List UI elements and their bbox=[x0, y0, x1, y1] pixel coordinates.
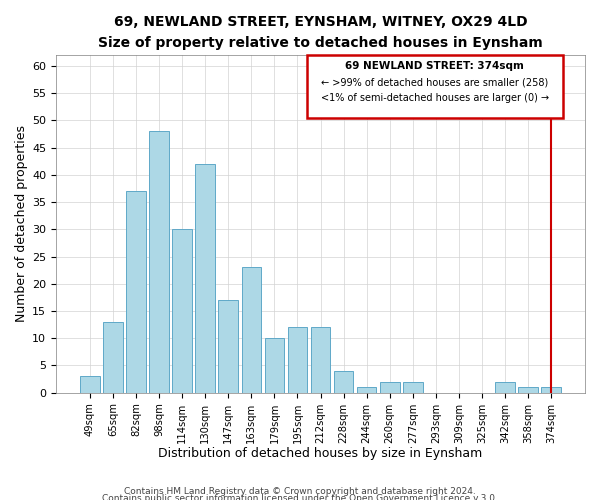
Bar bbox=[242, 268, 261, 392]
Bar bbox=[196, 164, 215, 392]
Bar bbox=[495, 382, 515, 392]
Bar bbox=[149, 131, 169, 392]
Bar bbox=[172, 230, 192, 392]
Text: Contains HM Land Registry data © Crown copyright and database right 2024.: Contains HM Land Registry data © Crown c… bbox=[124, 486, 476, 496]
Y-axis label: Number of detached properties: Number of detached properties bbox=[15, 126, 28, 322]
Bar bbox=[518, 388, 538, 392]
Bar bbox=[334, 371, 353, 392]
Bar bbox=[287, 328, 307, 392]
Bar bbox=[357, 388, 376, 392]
Bar bbox=[403, 382, 422, 392]
Text: Contains public sector information licensed under the Open Government Licence v.: Contains public sector information licen… bbox=[102, 494, 498, 500]
FancyBboxPatch shape bbox=[307, 55, 563, 118]
X-axis label: Distribution of detached houses by size in Eynsham: Distribution of detached houses by size … bbox=[158, 447, 482, 460]
Bar bbox=[380, 382, 400, 392]
Bar bbox=[218, 300, 238, 392]
Bar bbox=[80, 376, 100, 392]
Bar bbox=[311, 328, 331, 392]
Bar bbox=[265, 338, 284, 392]
Text: <1% of semi-detached houses are larger (0) →: <1% of semi-detached houses are larger (… bbox=[320, 93, 549, 103]
Bar bbox=[541, 388, 561, 392]
Text: 69 NEWLAND STREET: 374sqm: 69 NEWLAND STREET: 374sqm bbox=[345, 62, 524, 72]
Bar bbox=[126, 191, 146, 392]
Text: ← >99% of detached houses are smaller (258): ← >99% of detached houses are smaller (2… bbox=[321, 78, 548, 88]
Bar bbox=[103, 322, 123, 392]
Title: 69, NEWLAND STREET, EYNSHAM, WITNEY, OX29 4LD
Size of property relative to detac: 69, NEWLAND STREET, EYNSHAM, WITNEY, OX2… bbox=[98, 15, 543, 50]
